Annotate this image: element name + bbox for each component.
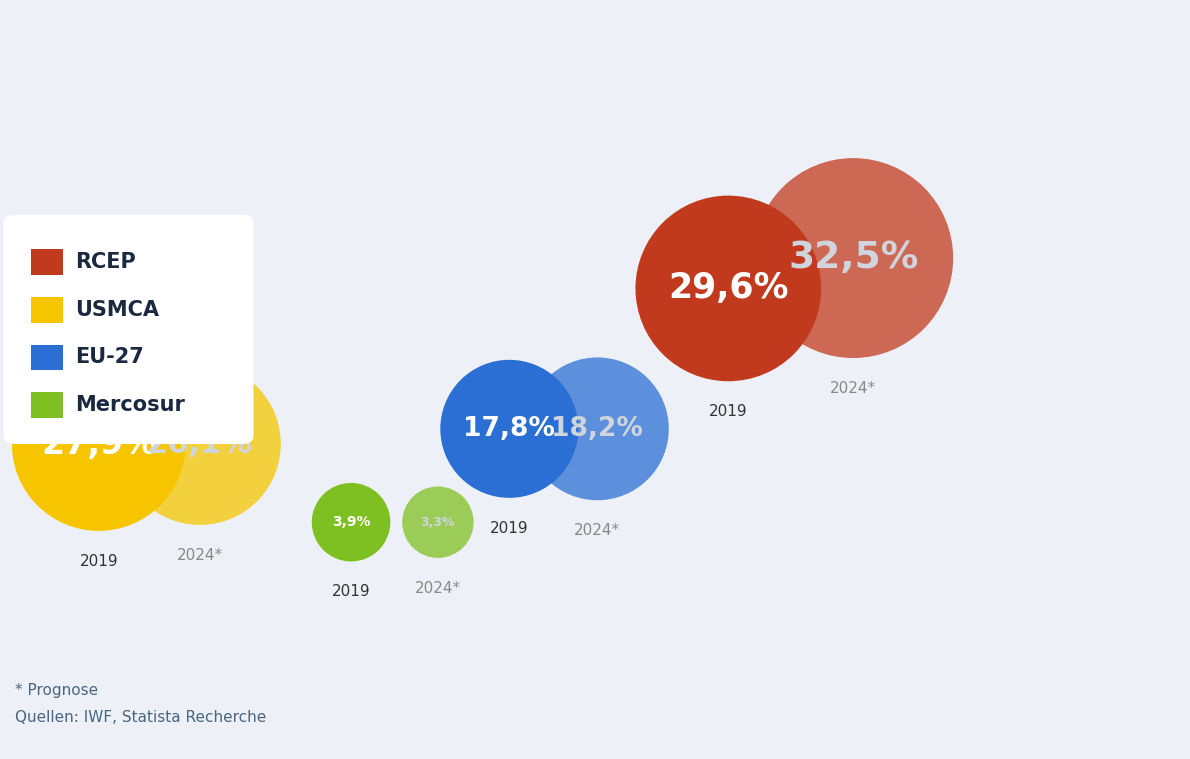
Text: USMCA: USMCA (75, 300, 159, 320)
Text: 29,6%: 29,6% (668, 272, 789, 305)
Text: 2024*: 2024* (575, 523, 620, 538)
Text: 17,8%: 17,8% (463, 416, 556, 442)
Text: Mercosur: Mercosur (75, 395, 184, 415)
Text: RCEP: RCEP (75, 252, 136, 272)
Text: 32,5%: 32,5% (788, 240, 919, 276)
Text: 2024*: 2024* (415, 581, 461, 596)
Text: 2024*: 2024* (177, 548, 223, 562)
Text: 2024*: 2024* (831, 381, 876, 395)
Text: 27,9%: 27,9% (40, 427, 157, 461)
Text: EU-27: EU-27 (75, 348, 144, 367)
Text: Quellen: IWF, Statista Recherche: Quellen: IWF, Statista Recherche (15, 710, 267, 725)
Text: 3,9%: 3,9% (332, 515, 370, 529)
Text: 26,1%: 26,1% (148, 430, 252, 458)
Text: 2019: 2019 (332, 584, 370, 600)
Text: 2019: 2019 (709, 404, 747, 419)
Text: 3,3%: 3,3% (421, 515, 455, 529)
Text: 18,2%: 18,2% (551, 416, 644, 442)
Text: 2019: 2019 (490, 521, 528, 536)
Text: 2019: 2019 (80, 553, 118, 568)
Text: * Prognose: * Prognose (15, 683, 99, 698)
